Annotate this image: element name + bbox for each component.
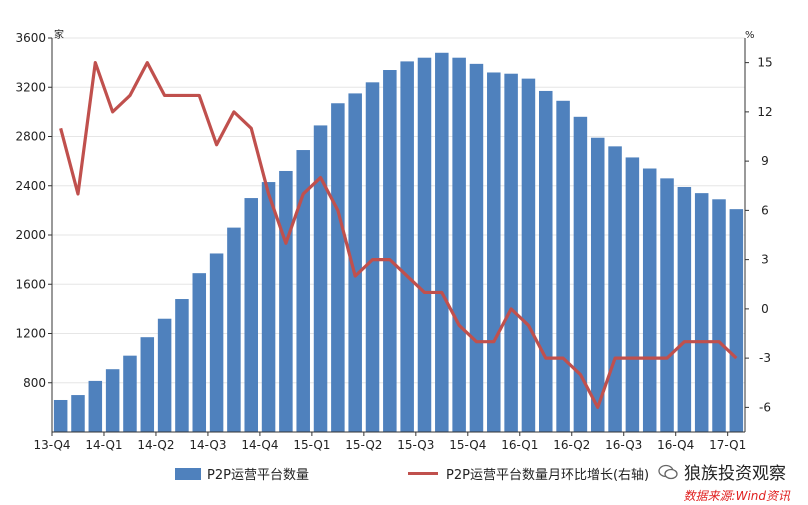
bar xyxy=(105,369,120,432)
bar xyxy=(435,52,449,433)
left-axis-unit: 家 xyxy=(54,28,64,41)
watermark-text: 狼族投资观察 xyxy=(684,464,786,484)
right-tick-label: 12 xyxy=(757,105,772,119)
gridlines xyxy=(52,37,745,384)
bar xyxy=(383,70,397,432)
bar xyxy=(313,125,328,432)
bar xyxy=(157,318,172,432)
bar xyxy=(88,380,103,432)
bar xyxy=(469,63,484,432)
bar xyxy=(660,178,674,432)
bar xyxy=(417,57,432,432)
bar xyxy=(539,90,553,432)
left-tick-label: 1200 xyxy=(15,327,46,341)
bar xyxy=(452,57,466,432)
bar xyxy=(209,253,224,432)
right-tick-label: -6 xyxy=(759,400,771,414)
left-tick-label: 800 xyxy=(23,376,46,390)
bar xyxy=(504,73,518,433)
x-tick-label: 13-Q4 xyxy=(33,438,70,452)
x-tick-label: 14-Q1 xyxy=(85,438,122,452)
bar xyxy=(487,72,501,432)
growth-line xyxy=(59,61,738,409)
bar xyxy=(608,146,622,432)
bar xyxy=(244,198,258,432)
bar xyxy=(642,168,657,432)
bar xyxy=(625,157,640,432)
bar xyxy=(400,61,414,433)
left-axis-ticks: 800 1200 1600 2000 2400 2800 3200 3600 xyxy=(15,31,52,390)
right-tick-label: 3 xyxy=(761,253,769,267)
x-tick-label: 17-Q1 xyxy=(709,438,746,452)
right-tick-label: 15 xyxy=(757,56,772,70)
bar xyxy=(123,355,137,432)
bar xyxy=(590,137,605,432)
bar xyxy=(573,116,588,433)
bar xyxy=(261,182,276,432)
x-tick-label: 15-Q1 xyxy=(293,438,330,452)
legend-bar-swatch xyxy=(175,467,201,480)
left-tick-label: 1600 xyxy=(15,277,46,291)
line-series xyxy=(59,61,738,409)
bar xyxy=(556,100,570,432)
bar xyxy=(331,103,345,432)
left-tick-label: 2800 xyxy=(15,130,46,144)
wechat-icon xyxy=(658,464,678,479)
legend-line-label: P2P运营平台数量月环比增长(右轴) xyxy=(446,468,650,483)
right-tick-label: 9 xyxy=(761,154,769,168)
bar xyxy=(694,193,709,432)
bar xyxy=(521,78,536,432)
bar xyxy=(53,399,68,432)
legend-bar-label: P2P运营平台数量 xyxy=(207,468,309,483)
x-tick-label: 16-Q1 xyxy=(501,438,538,452)
right-tick-label: -3 xyxy=(759,351,771,365)
x-tick-label: 16-Q3 xyxy=(605,438,642,452)
bar xyxy=(192,273,207,432)
x-tick-label: 14-Q4 xyxy=(241,438,278,452)
bar xyxy=(712,199,726,432)
watermark: 狼族投资观察 xyxy=(658,459,786,484)
x-tick-label: 16-Q2 xyxy=(553,438,590,452)
right-tick-label: 0 xyxy=(761,302,769,316)
left-tick-label: 3600 xyxy=(15,31,46,45)
bar-series xyxy=(53,52,744,433)
bar xyxy=(140,337,155,432)
bar xyxy=(227,227,241,432)
x-tick-label: 15-Q4 xyxy=(449,438,486,452)
bar xyxy=(296,150,310,432)
legend-bar: P2P运营平台数量 xyxy=(175,464,309,483)
bar xyxy=(729,209,744,432)
right-axis-ticks: -6 -3 0 3 6 9 12 15 xyxy=(745,56,773,414)
legend-line: P2P运营平台数量月环比增长(右轴) xyxy=(408,464,649,483)
left-tick-label: 2000 xyxy=(15,228,46,242)
x-tick-label: 16-Q4 xyxy=(657,438,694,452)
left-tick-label: 2400 xyxy=(15,179,46,193)
data-source: 数据来源:Wind资讯 xyxy=(683,489,790,503)
bar xyxy=(677,186,692,432)
right-tick-label: 6 xyxy=(761,203,769,217)
left-tick-label: 3200 xyxy=(15,80,46,94)
bar xyxy=(279,170,293,432)
x-axis-ticks: 13-Q4 14-Q1 14-Q2 14-Q3 14-Q4 15-Q1 15-Q2 15-Q3… xyxy=(33,432,746,452)
right-axis-unit: % xyxy=(745,30,755,41)
x-tick-label: 14-Q2 xyxy=(137,438,174,452)
bar xyxy=(348,93,362,432)
x-tick-label: 15-Q3 xyxy=(397,438,434,452)
legend-line-swatch xyxy=(408,472,438,475)
bar xyxy=(175,299,189,432)
x-tick-label: 15-Q2 xyxy=(345,438,382,452)
bar xyxy=(365,82,380,432)
x-tick-label: 14-Q3 xyxy=(189,438,226,452)
bar xyxy=(71,395,85,432)
